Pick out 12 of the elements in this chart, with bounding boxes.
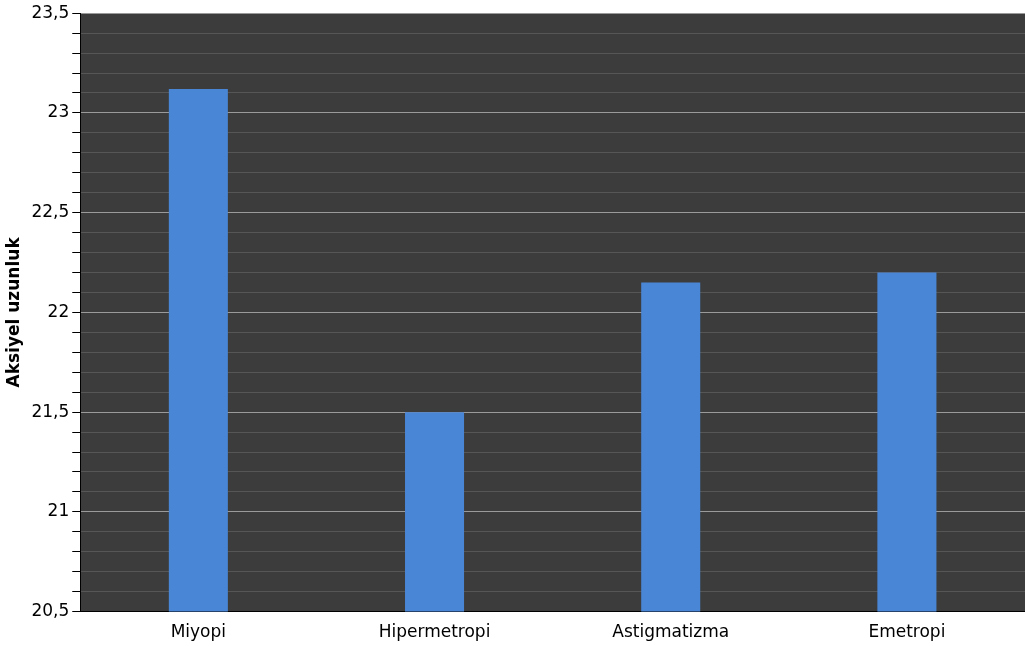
y-tick-label: 23,5 [31, 1, 70, 22]
y-axis-title: Aksiyel uzunluk [2, 236, 23, 388]
x-tick-label: Astigmatizma [612, 621, 730, 642]
x-tick-label: Emetropi [868, 621, 946, 642]
y-tick-label: 22 [47, 300, 70, 321]
y-tick-label: 22,5 [31, 201, 70, 222]
y-tick-label: 21,5 [31, 400, 70, 421]
x-tick-label: Hipermetropi [378, 621, 491, 642]
y-tick-label: 23 [47, 101, 70, 122]
y-tick-label: 21 [47, 500, 70, 521]
y-tick-label: 20,5 [31, 600, 70, 621]
x-tick-label: Miyopi [170, 621, 227, 642]
